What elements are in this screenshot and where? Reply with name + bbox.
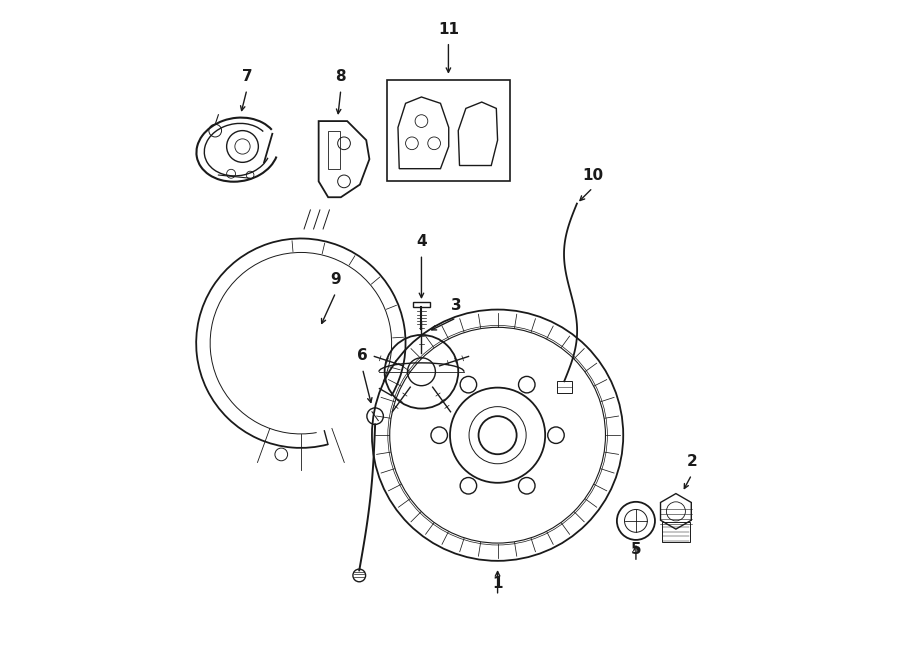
Bar bbox=[662, 522, 690, 542]
Text: 6: 6 bbox=[357, 348, 368, 364]
Text: 1: 1 bbox=[492, 576, 503, 591]
Text: 7: 7 bbox=[241, 69, 252, 85]
Bar bbox=[556, 381, 572, 393]
Text: 2: 2 bbox=[687, 455, 698, 469]
Text: 5: 5 bbox=[631, 542, 641, 557]
Text: 4: 4 bbox=[416, 234, 427, 249]
Text: 3: 3 bbox=[451, 297, 462, 313]
Text: 11: 11 bbox=[438, 22, 459, 37]
Text: 10: 10 bbox=[582, 168, 603, 182]
Bar bbox=[386, 80, 510, 181]
Text: 8: 8 bbox=[336, 69, 346, 85]
Text: 9: 9 bbox=[330, 272, 341, 288]
Bar bbox=[412, 302, 430, 307]
